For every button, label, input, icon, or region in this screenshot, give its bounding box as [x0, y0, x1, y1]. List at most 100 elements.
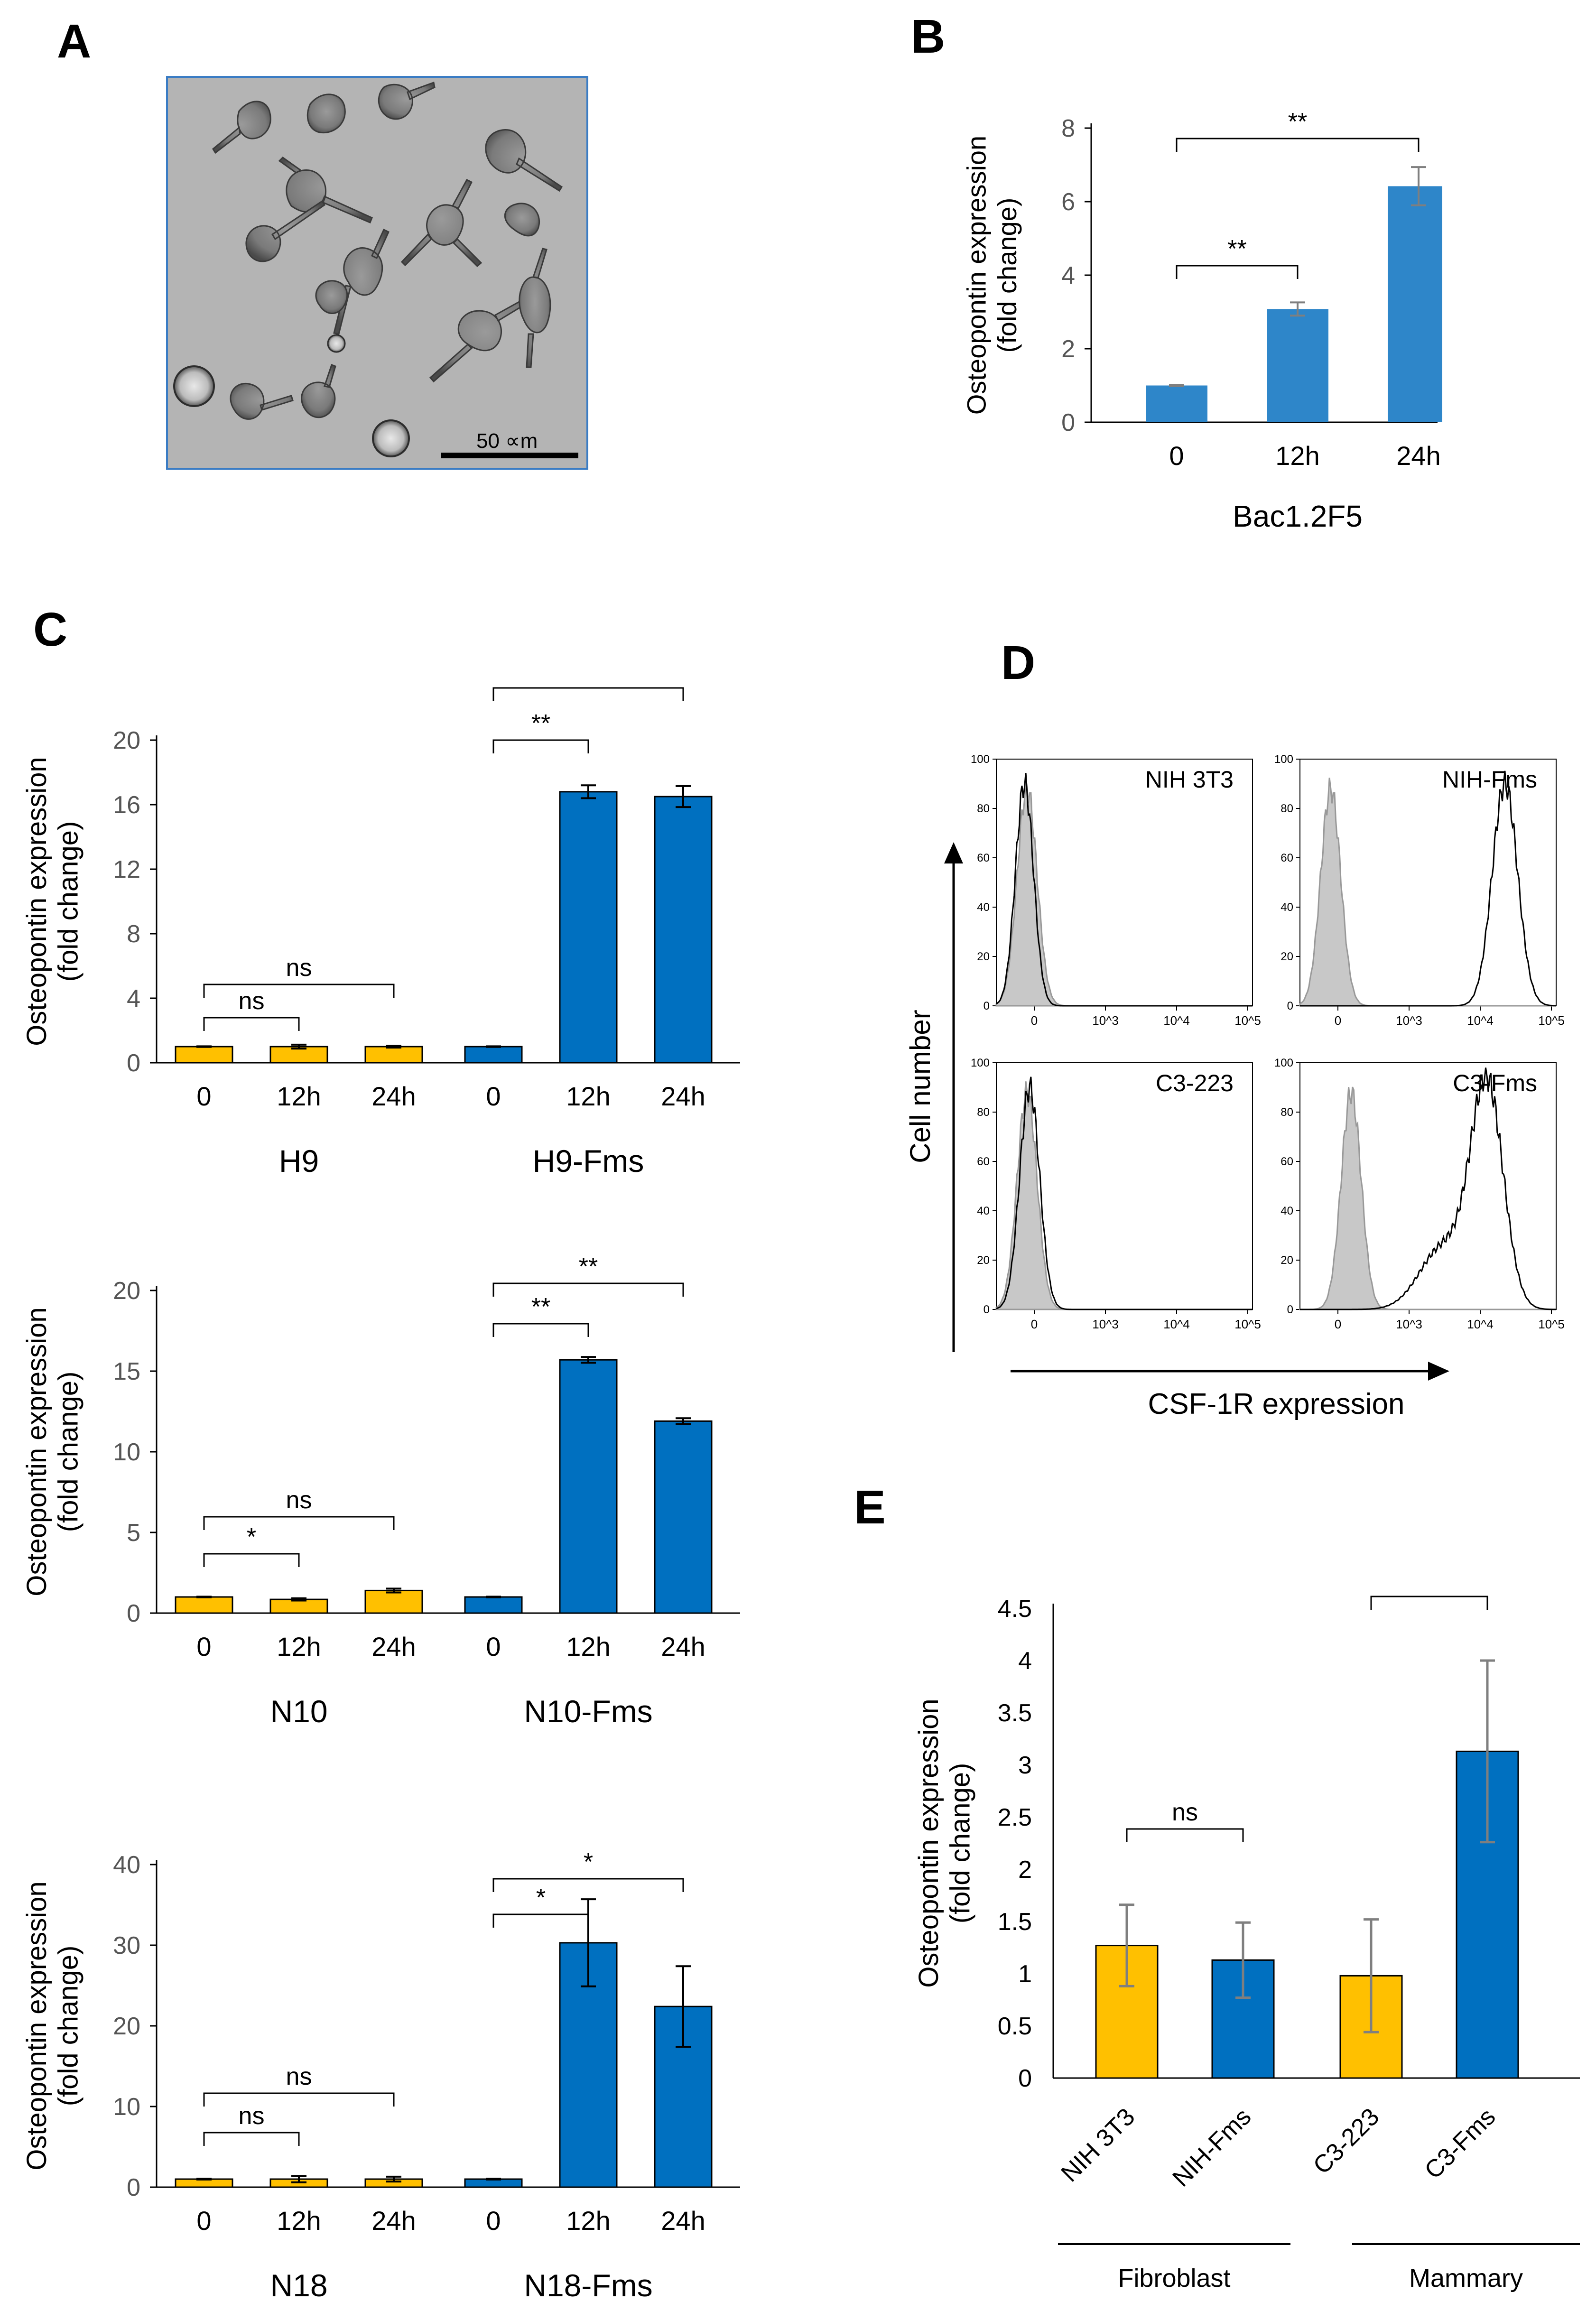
y-tick-label: 3.5: [998, 1699, 1032, 1727]
y-tick-label: 2: [1061, 335, 1075, 363]
x-tick-label: C3-Fms: [1420, 2103, 1501, 2184]
x-tick-label: 10^4: [1467, 1317, 1494, 1331]
x-tick-label: NIH 3T3: [1056, 2103, 1141, 2187]
y-tick-label: 20: [977, 950, 990, 963]
significance-label: *: [536, 1884, 546, 1912]
y-tick-label: 40: [977, 901, 990, 914]
y-tick-label: 10: [113, 2093, 140, 2121]
y-tick-label: 0: [1018, 2065, 1032, 2092]
y-tick-label: 100: [1274, 753, 1293, 766]
y-tick-label: 5: [127, 1519, 140, 1547]
x-tick-label-group: C3-223: [1308, 2103, 1385, 2180]
y-axis-title-line: Osteopontin expression: [21, 1881, 52, 2170]
y-tick-label: 8: [1061, 115, 1075, 142]
micrograph-image: 50 ∝m: [168, 78, 586, 468]
significance-bracket: [492, 1323, 589, 1337]
x-tick-label: 10^4: [1467, 1013, 1494, 1028]
x-tick-label: 10^5: [1234, 1317, 1261, 1331]
scale-bar: [441, 453, 578, 458]
bar: [175, 1596, 233, 1614]
x-tick-label: 24h: [371, 2206, 416, 2236]
y-axis-title: Osteopontin expression (fold change): [961, 136, 1021, 415]
significance-label: **: [1227, 235, 1246, 263]
y-tick-label: 6: [1061, 188, 1075, 216]
histogram-plot: 0 20 40 60 80 100 0 10^3 10^4 10^5 C3-223: [971, 1057, 1261, 1331]
significance-bracket: [492, 1282, 684, 1297]
x-tick-label: 12h: [566, 2206, 610, 2236]
y-tick-label: 60: [1281, 852, 1293, 864]
micrograph-panel: 50 ∝m: [166, 76, 588, 470]
x-tick-label: 0: [196, 2206, 211, 2236]
significance-label: **: [531, 1293, 550, 1321]
y-tick-label: 0: [1061, 409, 1075, 436]
panel-label-d: D: [1001, 636, 1036, 689]
y-tick-label: 0: [1287, 1303, 1293, 1316]
x-tick-label: 12h: [1275, 441, 1319, 471]
x-tick-label: 10^5: [1234, 1013, 1261, 1028]
y-tick-label: 60: [977, 1155, 990, 1168]
y-tick-label: 100: [971, 753, 990, 766]
x-tick-label: 12h: [566, 1632, 610, 1661]
x-tick-label: 0: [486, 2206, 501, 2236]
x-tick-label: 0: [486, 1081, 501, 1111]
y-tick-label: 4: [127, 985, 140, 1012]
y-tick-label: 0.5: [998, 2013, 1032, 2040]
histogram-title: C3-Fms: [1453, 1070, 1537, 1096]
bar: [175, 1046, 233, 1064]
y-tick-label: 40: [1281, 901, 1293, 914]
x-tick-label: 10^5: [1538, 1013, 1565, 1028]
panel-label-c: C: [33, 603, 68, 656]
x-tick-label: NIH-Fms: [1167, 2103, 1256, 2192]
round-cells: [173, 334, 410, 457]
x-tick-label: 12h: [277, 1632, 321, 1661]
y-axis-title: Cell number: [904, 1010, 936, 1163]
y-tick-label: 16: [113, 791, 140, 819]
bar: [559, 791, 618, 1064]
bar: [464, 1596, 523, 1614]
significance-label: ns: [239, 2102, 265, 2130]
x-tick-label: 10^5: [1538, 1317, 1565, 1331]
y-arrow-head: [944, 842, 963, 863]
x-tick-label: 12h: [566, 1081, 610, 1111]
y-tick-label: 1: [1018, 1960, 1032, 1988]
y-tick-label: 4: [1061, 262, 1075, 289]
significance-label: ns: [239, 987, 265, 1015]
x-tick-label: 0: [196, 1081, 211, 1111]
significance-bracket: [1176, 265, 1299, 279]
y-tick-label: 0: [127, 2174, 140, 2201]
x-tick-label: 0: [1169, 441, 1184, 471]
significance-bracket: [203, 2092, 395, 2107]
sample-histogram: [1300, 1067, 1557, 1310]
y-axis-title-line: Osteopontin expression: [21, 1307, 52, 1596]
group-label: N10-Fms: [524, 1694, 652, 1729]
y-axis-title-line: (fold change): [53, 1946, 84, 2107]
y-tick-label: 0: [984, 1303, 990, 1316]
y-tick-label: 10: [113, 1439, 140, 1466]
significance-label: ns: [286, 954, 312, 982]
y-tick-label: 4: [1018, 1647, 1032, 1675]
significance-label: ns: [286, 2063, 312, 2090]
x-tick-label-group: NIH 3T3: [1056, 2103, 1141, 2187]
sample-histogram: [996, 773, 1253, 1007]
significance-bracket: [492, 739, 589, 753]
y-tick-label: 40: [113, 1851, 140, 1879]
significance-label: **: [579, 674, 598, 685]
y-axis-title-line: (fold change): [53, 821, 84, 982]
chart-d: 0 20 40 60 80 100 0 10^3 10^4 10^5 NIH 3T3 0 20 40 60 8…: [904, 753, 1565, 1420]
y-tick-label: 60: [977, 852, 990, 864]
y-tick-label: 2: [1018, 1856, 1032, 1884]
y-tick-label: 0: [984, 1000, 990, 1012]
x-tick-label: 0: [1031, 1013, 1038, 1028]
x-tick-label: 24h: [371, 1632, 416, 1661]
bar: [464, 1046, 523, 1064]
y-tick-label: 30: [113, 1932, 140, 1959]
bar: [1267, 309, 1328, 422]
y-axis-title: Osteopontin expression (fold change): [913, 1698, 976, 1987]
y-tick-label: 20: [977, 1254, 990, 1267]
bar: [364, 1589, 423, 1614]
significance-label: **: [1288, 108, 1307, 136]
x-tick-label: 10^3: [1092, 1013, 1119, 1028]
significance-bracket: [1370, 1596, 1488, 1610]
y-tick-label: 2.5: [998, 1804, 1032, 1831]
x-tick-label-group: NIH-Fms: [1167, 2103, 1256, 2192]
